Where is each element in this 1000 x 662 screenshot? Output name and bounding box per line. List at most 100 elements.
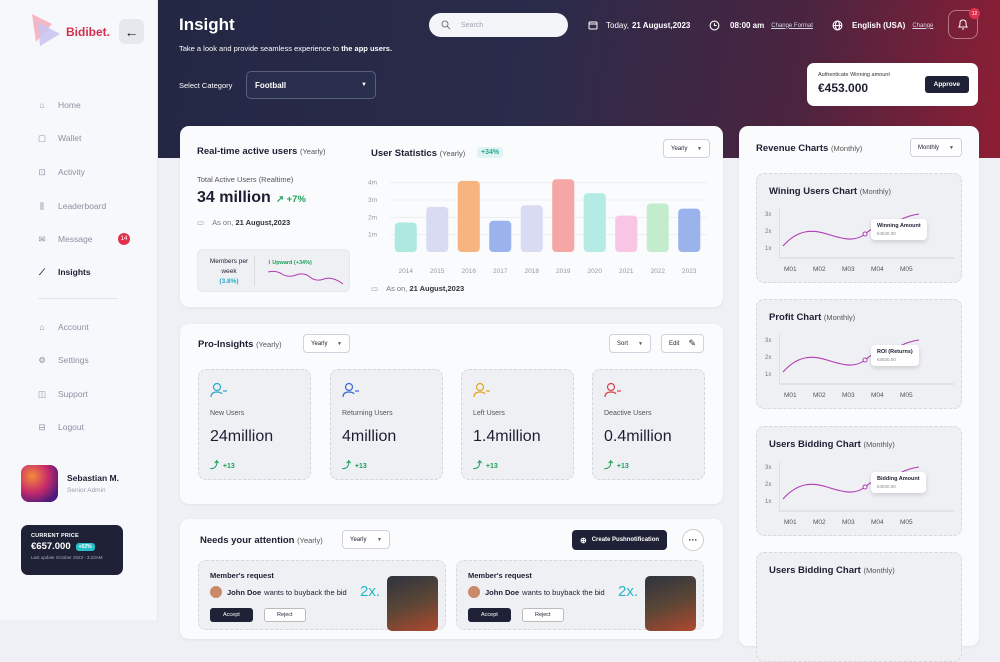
authenticate-card: Authenticate Winning amount €453.000 App…: [807, 63, 978, 106]
sidebar-item-logout[interactable]: ⊟ Logout: [36, 421, 146, 433]
sidebar-item-label: Activity: [58, 167, 85, 177]
stat-card-left-users[interactable]: Left Users 1.4million ⤴ +13: [461, 369, 574, 480]
stat-card-new-users[interactable]: New Users 24million ⤴ +13: [198, 369, 311, 480]
sidebar-item-label: Wallet: [58, 133, 82, 143]
pro-insights-period-select[interactable]: Yearly ▼: [303, 334, 350, 353]
bar-2019[interactable]: [552, 179, 575, 252]
sidebar-item-settings[interactable]: ⚙ Settings: [36, 354, 146, 366]
sidebar-item-leaderboard[interactable]: ⫼ Leaderboard: [36, 200, 146, 212]
account-icon: ⌂: [39, 322, 45, 332]
y-tick-label: 4m: [368, 180, 377, 187]
x-tick: M04: [871, 266, 884, 273]
realtime-as-on: ▭ As on, 21 August,2023: [197, 218, 291, 227]
bar-2020[interactable]: [583, 193, 606, 252]
y-tick: 3x: [765, 338, 772, 344]
bar-2021[interactable]: [615, 215, 638, 252]
sidebar-item-wallet[interactable]: ▢ Wallet: [36, 132, 146, 144]
sidebar-item-home[interactable]: ⌂ Home: [36, 99, 146, 111]
stat-value: 4million: [342, 428, 397, 445]
user-x-icon: [604, 382, 621, 398]
message-count-badge: 14: [118, 233, 130, 245]
leaderboard-icon: ⫼: [40, 200, 44, 211]
bar-2022[interactable]: [646, 203, 669, 252]
accept-button[interactable]: Accept: [468, 608, 511, 622]
stat-change: ⤴ +13: [342, 460, 367, 470]
members-label: Members per week (3.8%): [209, 258, 249, 285]
time-display: 08:00 am Change Format: [709, 20, 813, 31]
user-stats-period-select[interactable]: Yearly ▼: [663, 139, 710, 158]
collapse-sidebar-button[interactable]: ←: [119, 19, 144, 44]
revenue-chart-card[interactable]: Wining Users Chart (Monthly) 3x 2x 1x M01 M02…: [756, 173, 962, 283]
notifications-button[interactable]: 12: [948, 8, 980, 39]
create-pushnotification-button[interactable]: ⊕ Create Pushnotification: [572, 530, 668, 550]
more-options-button[interactable]: ···: [682, 529, 704, 551]
arrow-left-icon: ←: [124, 23, 139, 40]
chart-tooltip: Bidding Amount €4530.00: [871, 472, 926, 493]
revenue-title: Revenue Charts (Monthly): [756, 143, 863, 154]
plus-circle-icon: ⊕: [580, 535, 587, 545]
change-language-link[interactable]: Change: [912, 22, 934, 29]
trend-up-icon: ⤴: [342, 460, 352, 470]
globe-icon: [832, 20, 843, 31]
stat-card-returning-users[interactable]: Returning Users 4million ⤴ +13: [330, 369, 443, 480]
attention-period-select[interactable]: Yearly ▼: [342, 530, 390, 549]
trend-label: ⌇ Upward (+34%): [268, 260, 312, 266]
request-multiplier: 2x.: [360, 583, 381, 600]
x-tick: M05: [900, 392, 913, 399]
search-input[interactable]: Search: [429, 13, 568, 37]
revenue-line-chart: [779, 334, 954, 385]
sidebar-item-insights[interactable]: ⟋ Insights: [36, 266, 146, 278]
bar-2023[interactable]: [678, 208, 701, 252]
trend-up-icon: ⤴: [604, 460, 614, 470]
x-tick: M01: [784, 392, 797, 399]
x-tick-label: 2017: [493, 268, 508, 275]
nav-divider: [38, 298, 118, 299]
change-format-link[interactable]: Change Format: [771, 22, 813, 29]
stat-change: ⤴ +13: [210, 460, 235, 470]
sidebar-item-activity[interactable]: ⊡ Activity: [36, 166, 146, 178]
x-tick: M02: [813, 519, 826, 526]
avatar[interactable]: [21, 465, 58, 502]
logo-icon: [32, 14, 60, 46]
avatar: [210, 586, 222, 598]
caret-down-icon: ▼: [697, 145, 702, 152]
revenue-chart-card[interactable]: Users Bidding Chart (Monthly) 3x 2x 1x M01 M0…: [756, 426, 962, 536]
x-tick: M03: [842, 266, 855, 273]
clock-icon: [709, 20, 720, 31]
sidebar-item-account[interactable]: ⌂ Account: [36, 321, 146, 333]
y-tick: 2x: [765, 355, 772, 361]
sidebar-item-message[interactable]: ✉ Message 14: [36, 233, 146, 245]
revenue-chart-card[interactable]: Users Bidding Chart (Monthly): [756, 552, 962, 662]
bar-2014[interactable]: [394, 222, 417, 252]
bar-2017[interactable]: [489, 220, 512, 252]
x-tick: M02: [813, 392, 826, 399]
x-tick-label: 2016: [462, 268, 477, 275]
sort-button[interactable]: Sort ▼: [609, 334, 651, 353]
stat-value: 0.4million: [604, 428, 672, 445]
calendar-icon: [588, 21, 598, 30]
x-tick-label: 2021: [619, 268, 634, 275]
category-select[interactable]: Football ▼: [246, 71, 376, 99]
approve-button[interactable]: Approve: [924, 76, 969, 93]
arrow-up-right-icon: ↗: [276, 194, 284, 205]
revenue-chart-title: Wining Users Chart (Monthly): [769, 186, 891, 197]
bell-icon: [957, 19, 969, 30]
sidebar-item-support[interactable]: ◫ Support: [36, 388, 146, 400]
revenue-period-select[interactable]: Monthly ▼: [910, 138, 962, 157]
insights-icon: ⟋: [39, 266, 45, 277]
x-tick: M01: [784, 519, 797, 526]
bar-2016[interactable]: [457, 180, 480, 252]
revenue-chart-card[interactable]: Profit Chart (Monthly) 3x 2x 1x M01 M02 M03 M04…: [756, 299, 962, 409]
revenue-chart-title: Profit Chart (Monthly): [769, 312, 856, 323]
bar-2015[interactable]: [426, 206, 449, 252]
edit-button[interactable]: Edit ✎: [661, 334, 704, 353]
stat-value: 1.4million: [473, 428, 541, 445]
stat-card-deactive-users[interactable]: Deactive Users 0.4million ⤴ +13: [592, 369, 705, 480]
x-tick-label: 2023: [682, 268, 697, 275]
user-stats-bar-chart: 1m 2m 3m 4m 2014 2015 2016 2017 2018 2019 2020 2021…: [368, 179, 707, 275]
accept-button[interactable]: Accept: [210, 608, 253, 622]
brand-name: Bidibet.: [66, 25, 110, 39]
bar-2018[interactable]: [520, 205, 543, 252]
date-display: Today, 21 August,2023: [588, 20, 693, 30]
user-stats-title: User Statistics (Yearly): [371, 148, 466, 159]
